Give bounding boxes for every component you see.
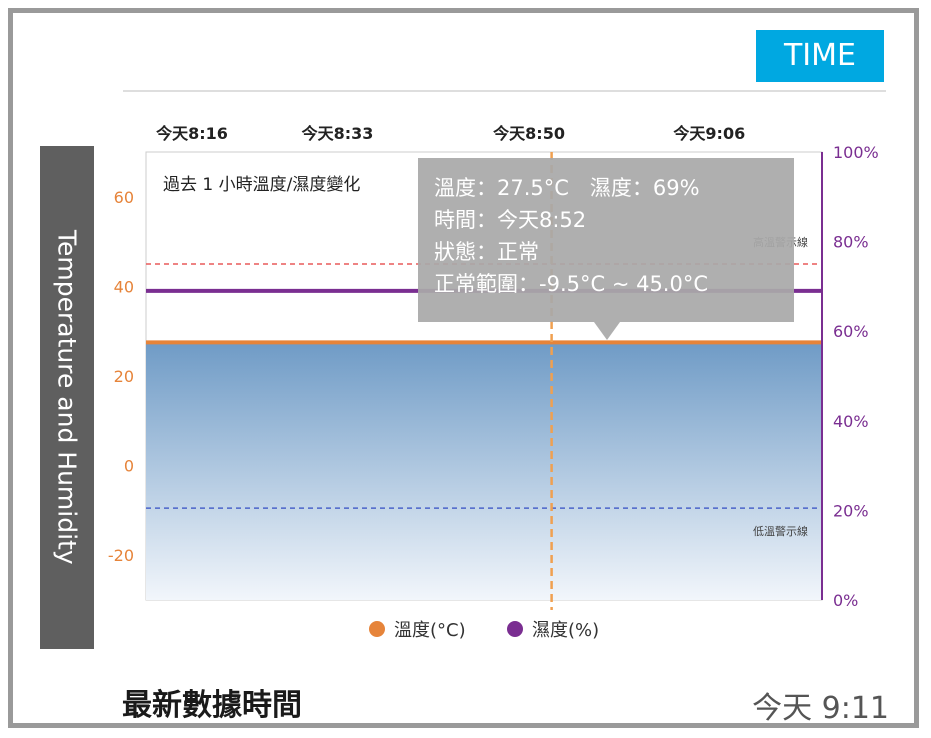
- tooltip-line-range: 正常範圍：-9.5°C ~ 45.0°C: [434, 272, 708, 296]
- y-left-tick-label: 20: [114, 367, 134, 386]
- divider: [123, 90, 886, 92]
- y-right-tick-label: 100%: [833, 143, 879, 162]
- latest-data-label: 最新數據時間: [122, 688, 302, 723]
- y-right-tick-label: 40%: [833, 412, 869, 431]
- tooltip-pointer: [594, 322, 620, 340]
- x-tick-label: 今天8:33: [301, 124, 374, 143]
- tooltip: 溫度：27.5°C 濕度：69% 時間：今天8:52 狀態：正常 正常範圍：-9…: [418, 158, 794, 340]
- y-left-tick-label: -20: [108, 546, 134, 565]
- y-axis-left: 60 40 20 0 -20: [108, 188, 134, 565]
- y-left-tick-label: 0: [124, 457, 134, 476]
- legend-humidity-marker: [507, 621, 523, 637]
- x-tick-label: 今天8:16: [155, 124, 228, 143]
- tooltip-line-status: 狀態：正常: [434, 240, 539, 264]
- legend-humidity-label: 濕度(%): [532, 620, 599, 641]
- y-left-tick-label: 40: [114, 277, 134, 296]
- x-axis: 今天8:16 今天8:33 今天8:50 今天9:06: [155, 124, 745, 143]
- chart-title: 過去 1 小時溫度/濕度變化: [163, 175, 360, 195]
- y-right-tick-label: 0%: [833, 591, 858, 610]
- x-tick-label: 今天8:50: [492, 124, 565, 143]
- tooltip-box: [418, 158, 794, 322]
- y-right-tick-label: 20%: [833, 501, 869, 520]
- legend-temperature-label: 溫度(°C): [394, 620, 466, 641]
- y-left-tick-label: 60: [114, 188, 134, 207]
- low-threshold-label: 低溫警示線: [753, 524, 808, 538]
- side-label: Temperature and Humidity: [40, 146, 94, 649]
- temperature-area: [146, 342, 822, 600]
- y-right-tick-label: 60%: [833, 322, 869, 341]
- legend-temperature-marker: [369, 621, 385, 637]
- time-button[interactable]: TIME: [756, 30, 884, 82]
- y-axis-right: 100% 80% 60% 40% 20% 0%: [833, 143, 879, 610]
- y-right-tick-label: 80%: [833, 233, 869, 252]
- x-tick-label: 今天9:06: [672, 124, 745, 143]
- tooltip-line-time: 時間：今天8:52: [434, 208, 586, 232]
- latest-data-time: 今天 9:11: [752, 691, 889, 726]
- legend: 溫度(°C) 濕度(%): [369, 620, 599, 641]
- tooltip-line-values: 溫度：27.5°C 濕度：69%: [434, 176, 700, 200]
